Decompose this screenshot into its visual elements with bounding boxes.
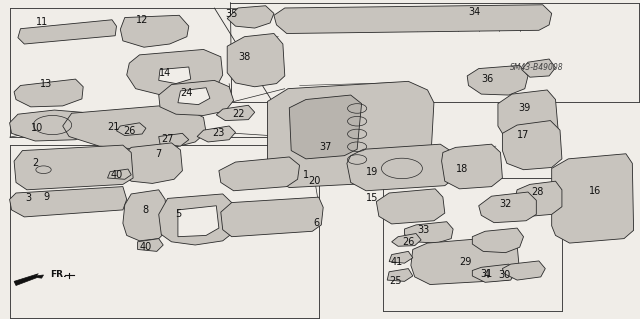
Text: 41: 41	[390, 256, 403, 267]
Text: 7: 7	[156, 149, 162, 159]
Polygon shape	[515, 181, 562, 216]
Polygon shape	[159, 194, 234, 245]
Text: 13: 13	[40, 78, 52, 89]
Text: 2: 2	[32, 158, 38, 168]
Text: 12: 12	[136, 15, 148, 25]
Polygon shape	[479, 192, 536, 223]
Text: 5: 5	[175, 209, 181, 219]
Text: 37: 37	[319, 142, 332, 152]
Text: 25: 25	[389, 276, 402, 286]
Text: 32: 32	[499, 199, 512, 209]
Text: 35: 35	[225, 9, 238, 19]
Polygon shape	[411, 237, 520, 285]
Text: 40: 40	[110, 170, 123, 180]
Text: 19: 19	[366, 167, 379, 177]
Polygon shape	[108, 169, 131, 179]
Text: 38: 38	[238, 52, 251, 62]
Polygon shape	[227, 33, 285, 87]
Text: 1: 1	[303, 170, 309, 180]
Text: 26: 26	[123, 126, 136, 137]
Text: 31: 31	[480, 269, 493, 279]
Polygon shape	[14, 145, 133, 190]
Text: 9: 9	[43, 192, 49, 202]
Text: 20: 20	[308, 176, 321, 186]
Polygon shape	[159, 80, 234, 115]
Text: 24: 24	[180, 88, 193, 98]
Text: 29: 29	[460, 256, 472, 267]
Polygon shape	[274, 5, 552, 33]
Text: 8: 8	[143, 205, 149, 215]
Text: 18: 18	[456, 164, 468, 174]
Text: 39: 39	[518, 103, 531, 113]
Text: 6: 6	[314, 218, 320, 228]
Polygon shape	[392, 234, 421, 246]
Polygon shape	[216, 105, 255, 121]
Polygon shape	[14, 274, 44, 286]
Polygon shape	[472, 264, 515, 282]
Polygon shape	[219, 157, 300, 191]
Polygon shape	[221, 197, 323, 237]
Polygon shape	[472, 228, 524, 253]
Polygon shape	[10, 110, 95, 141]
Text: 15: 15	[366, 193, 379, 203]
Text: 23: 23	[212, 128, 225, 138]
Polygon shape	[552, 154, 634, 243]
Text: 10: 10	[31, 122, 44, 133]
Polygon shape	[502, 261, 545, 280]
Polygon shape	[347, 144, 456, 191]
Polygon shape	[498, 90, 558, 142]
Polygon shape	[389, 251, 413, 263]
Text: 16: 16	[589, 186, 602, 196]
Polygon shape	[268, 81, 434, 188]
Polygon shape	[178, 88, 210, 105]
Polygon shape	[138, 239, 163, 251]
Text: 33: 33	[417, 225, 430, 235]
Polygon shape	[387, 269, 413, 281]
Text: 26: 26	[402, 237, 415, 247]
Text: 36: 36	[481, 74, 494, 84]
Polygon shape	[18, 20, 116, 44]
Polygon shape	[522, 59, 556, 77]
Text: 22: 22	[232, 109, 244, 119]
Polygon shape	[123, 190, 168, 241]
Polygon shape	[63, 106, 206, 149]
Polygon shape	[120, 143, 182, 183]
Polygon shape	[14, 79, 83, 107]
Polygon shape	[289, 95, 362, 159]
Polygon shape	[178, 206, 219, 237]
Text: 11: 11	[35, 17, 48, 27]
Text: 28: 28	[531, 187, 544, 197]
Text: 40: 40	[140, 242, 152, 252]
Polygon shape	[467, 65, 528, 95]
Text: FR.: FR.	[50, 271, 67, 279]
Text: 34: 34	[468, 7, 481, 17]
Text: 4: 4	[483, 270, 490, 280]
Polygon shape	[197, 126, 236, 142]
Text: 14: 14	[159, 68, 172, 78]
Text: 3: 3	[25, 193, 31, 203]
Polygon shape	[502, 121, 562, 170]
Polygon shape	[227, 6, 274, 28]
Text: 30: 30	[498, 270, 511, 280]
Polygon shape	[442, 144, 502, 189]
Polygon shape	[127, 49, 223, 96]
Text: 17: 17	[517, 130, 530, 140]
Text: 21: 21	[108, 122, 120, 132]
Polygon shape	[10, 187, 127, 217]
Polygon shape	[376, 189, 445, 224]
Text: 27: 27	[161, 134, 174, 144]
Text: SM43-B49008: SM43-B49008	[509, 63, 563, 72]
Polygon shape	[120, 15, 189, 47]
Polygon shape	[404, 222, 453, 243]
Polygon shape	[159, 67, 191, 84]
Polygon shape	[159, 133, 189, 146]
Polygon shape	[116, 123, 146, 136]
